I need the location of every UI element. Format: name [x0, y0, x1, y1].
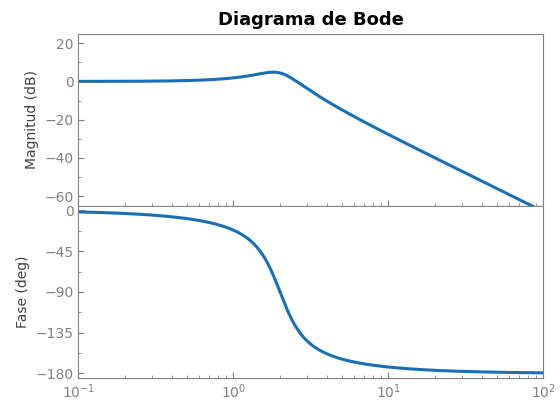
Title: Diagrama de Bode: Diagrama de Bode	[218, 11, 404, 29]
Y-axis label: Fase (deg): Fase (deg)	[16, 256, 30, 328]
Y-axis label: Magnitud (dB): Magnitud (dB)	[25, 70, 39, 169]
